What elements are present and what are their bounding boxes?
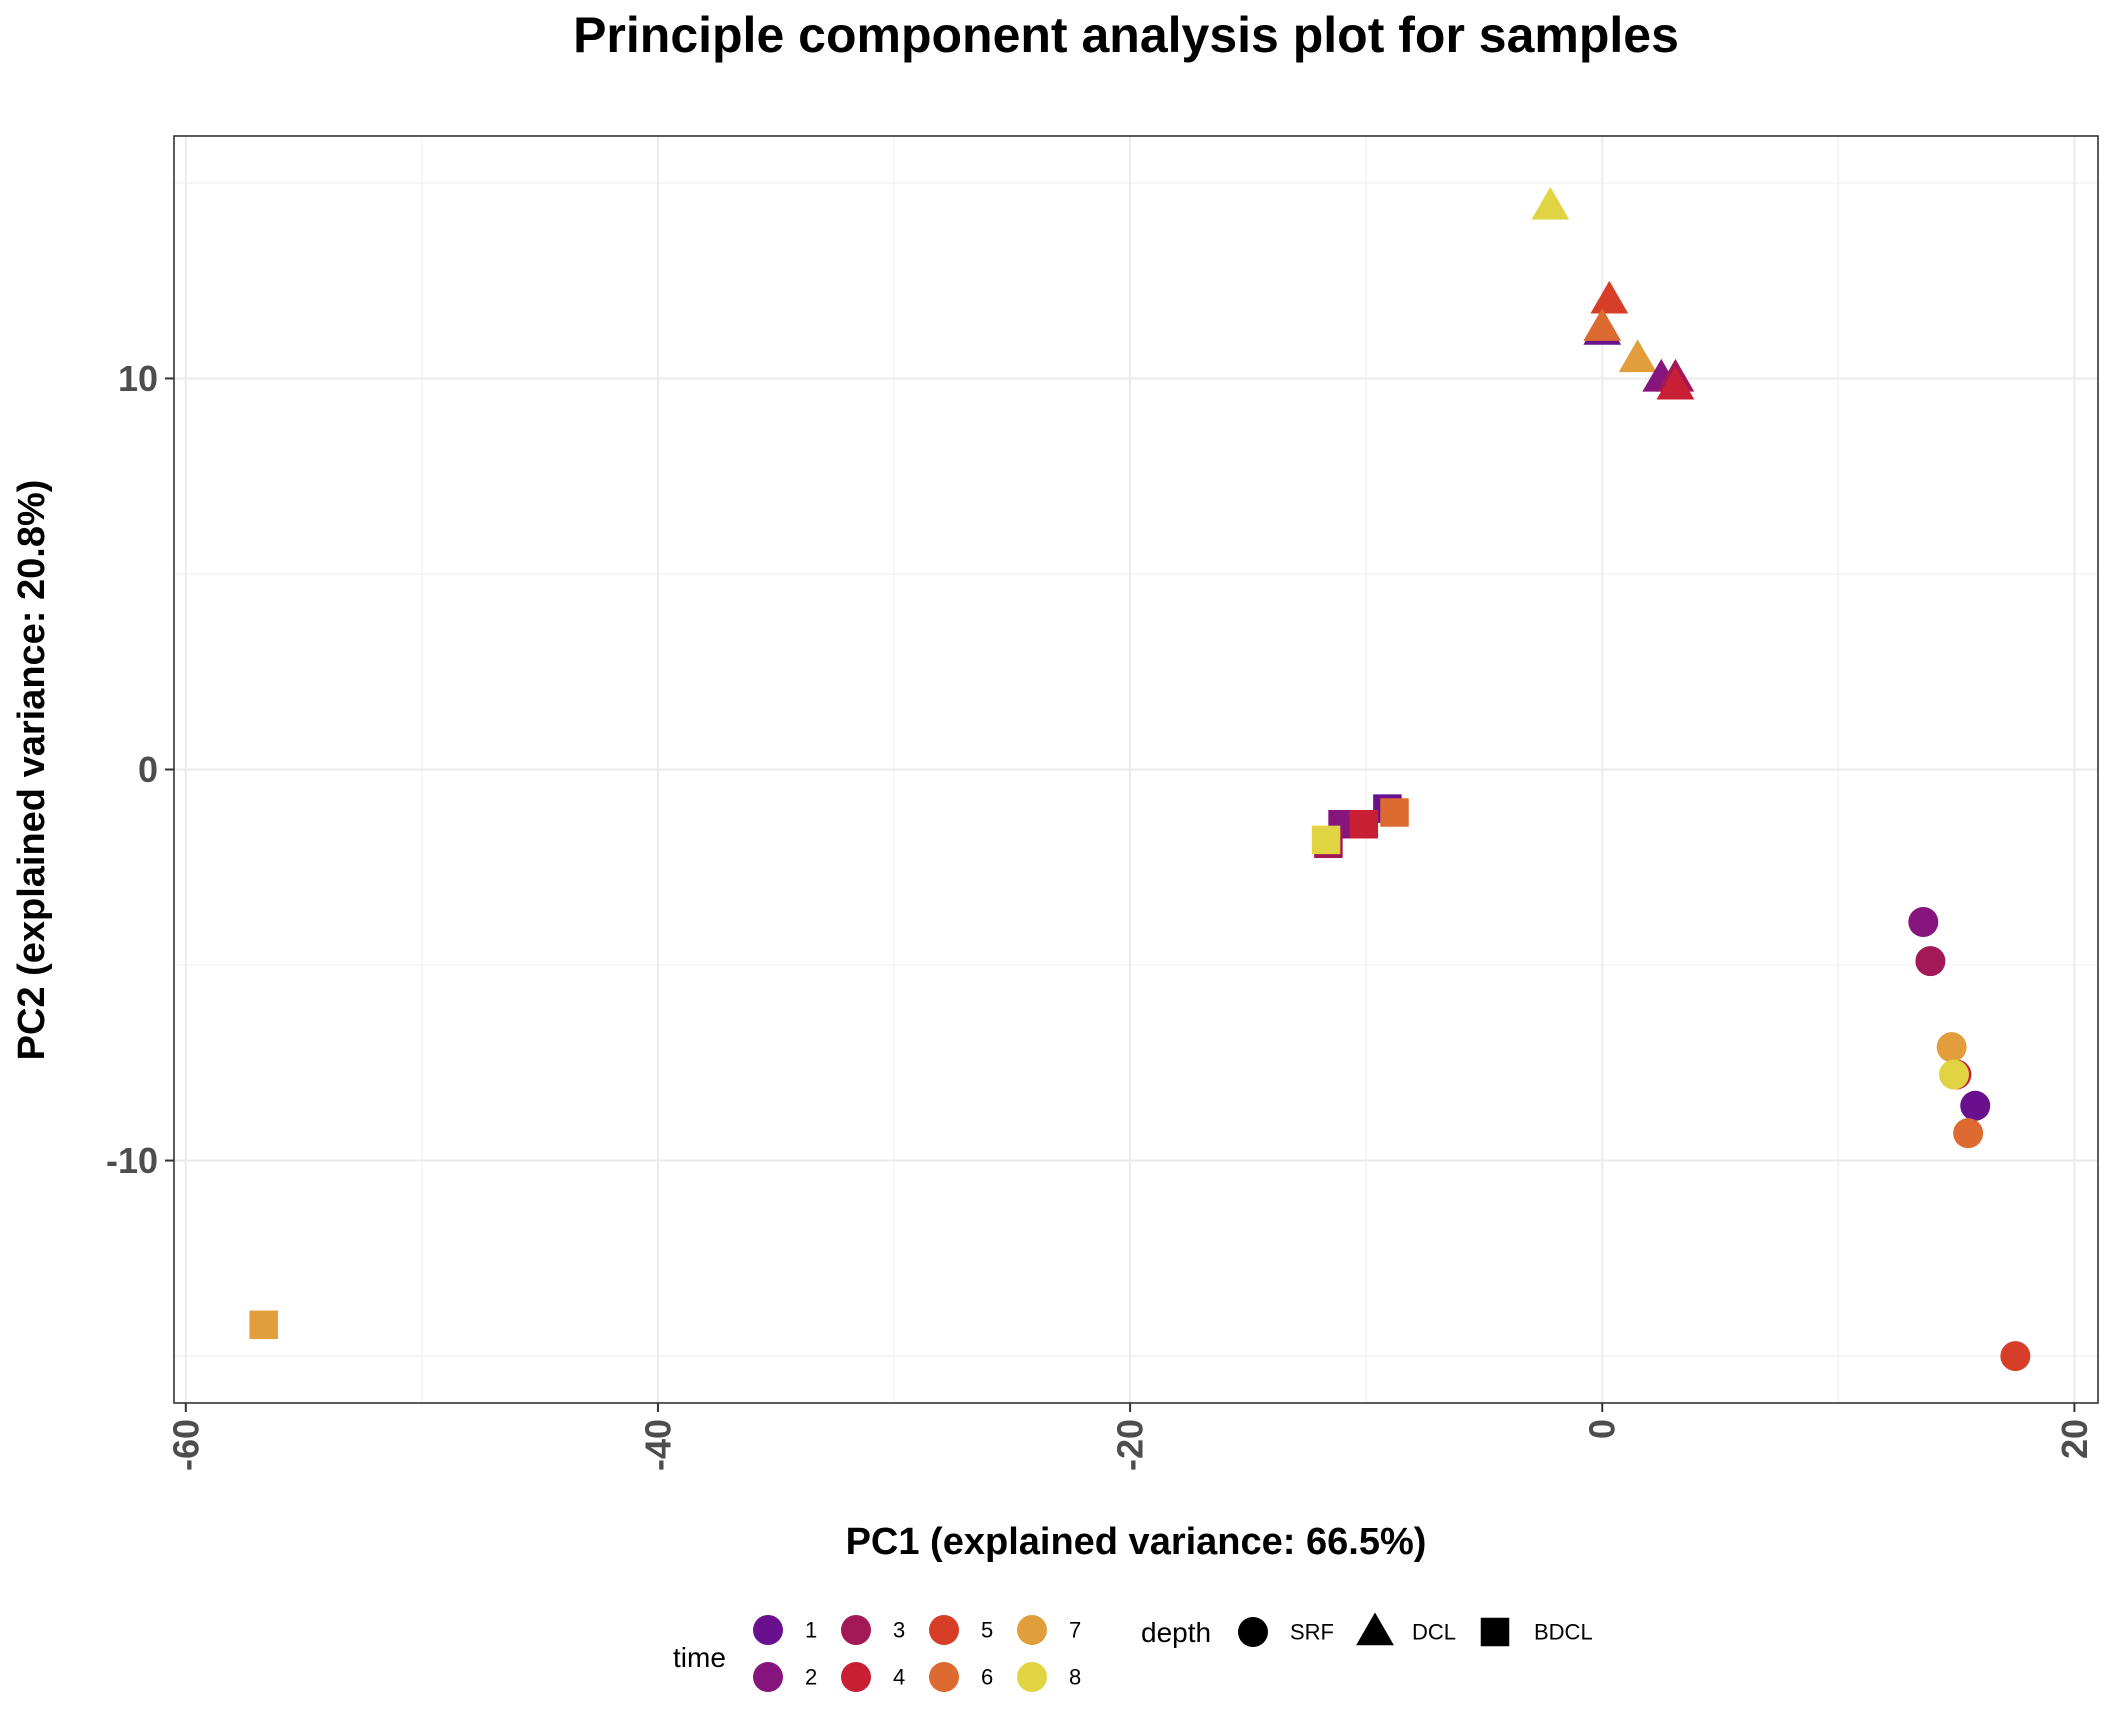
legend-label: 8 — [1069, 1665, 1081, 1690]
legend-key-time-5 — [929, 1615, 959, 1645]
legend-label: BDCL — [1534, 1620, 1593, 1645]
x-axis-ticks: -60 -40 -20 0 20 — [165, 1403, 2095, 1471]
legend-key-time-4 — [841, 1662, 871, 1692]
legend-label: 5 — [981, 1618, 993, 1643]
data-point-bdcl-time-7 — [249, 1310, 278, 1340]
legend-label: 7 — [1069, 1618, 1081, 1643]
major-gridlines — [174, 136, 2098, 1403]
legend-key-time-1 — [753, 1615, 783, 1645]
legend-key-dcl — [1356, 1612, 1394, 1646]
data-point-bdcl-time-6 — [1380, 798, 1409, 827]
data-point-srf-time-2 — [1908, 907, 1939, 938]
legend-label: 4 — [893, 1665, 905, 1690]
x-tick-label: 0 — [1582, 1419, 1623, 1439]
legend-key-srf — [1238, 1617, 1268, 1647]
legend-key-time-8 — [1017, 1662, 1047, 1692]
data-point-dcl-time-8 — [1531, 186, 1570, 220]
legend-time-title: time — [673, 1642, 726, 1673]
y-tick-label: -10 — [106, 1140, 158, 1181]
minor-gridlines — [174, 136, 2098, 1403]
legend-label: 2 — [805, 1665, 817, 1690]
legend-depth-title: depth — [1141, 1617, 1211, 1648]
data-point-dcl-time-4 — [1656, 366, 1695, 400]
legend-key-time-3 — [841, 1615, 871, 1645]
data-point-dcl-time-5 — [1590, 280, 1629, 314]
legend-label: 1 — [805, 1618, 817, 1643]
data-point-srf-time-1 — [1960, 1090, 1991, 1121]
x-tick-label: -40 — [637, 1419, 678, 1471]
legend-shape-keys: SRF DCL BDCL — [1238, 1612, 1593, 1647]
legend-label: 6 — [981, 1665, 993, 1690]
y-axis-ticks: -10 0 10 — [106, 358, 174, 1181]
data-point-dcl-time-7 — [1618, 339, 1657, 373]
legend-label: SRF — [1290, 1620, 1334, 1645]
legend-color-keys: 1 2 3 4 5 6 7 8 — [753, 1615, 1081, 1692]
legend-key-time-7 — [1017, 1615, 1047, 1645]
chart-title: Principle component analysis plot for sa… — [573, 7, 1679, 63]
y-tick-label: 0 — [138, 749, 158, 790]
legend-key-bdcl — [1480, 1617, 1510, 1647]
data-point-srf-time-7 — [1936, 1032, 1967, 1063]
data-point-srf-time-8 — [1938, 1059, 1969, 1090]
y-tick-label: 10 — [118, 358, 158, 399]
legend-label: 3 — [893, 1618, 905, 1643]
data-points — [249, 186, 2031, 1372]
data-point-dcl-time-6 — [1583, 308, 1622, 341]
data-point-bdcl-time-4 — [1349, 809, 1379, 839]
data-point-srf-time-6 — [1953, 1118, 1984, 1149]
data-point-srf-time-5 — [2000, 1341, 2031, 1372]
x-tick-label: 20 — [2054, 1419, 2095, 1459]
data-point-srf-time-3 — [1915, 946, 1946, 977]
y-axis-title: PC2 (explained variance: 20.8%) — [11, 480, 53, 1061]
legend-key-time-6 — [929, 1662, 959, 1692]
legend: time 1 2 3 4 5 6 7 8 depth SRF DCL BDCL — [673, 1612, 1593, 1692]
legend-label: DCL — [1412, 1620, 1456, 1645]
x-tick-label: -20 — [1110, 1419, 1151, 1471]
data-point-bdcl-time-8 — [1311, 825, 1341, 855]
x-tick-label: -60 — [165, 1419, 206, 1471]
legend-key-time-2 — [753, 1662, 783, 1692]
x-axis-title: PC1 (explained variance: 66.5%) — [846, 1521, 1427, 1563]
